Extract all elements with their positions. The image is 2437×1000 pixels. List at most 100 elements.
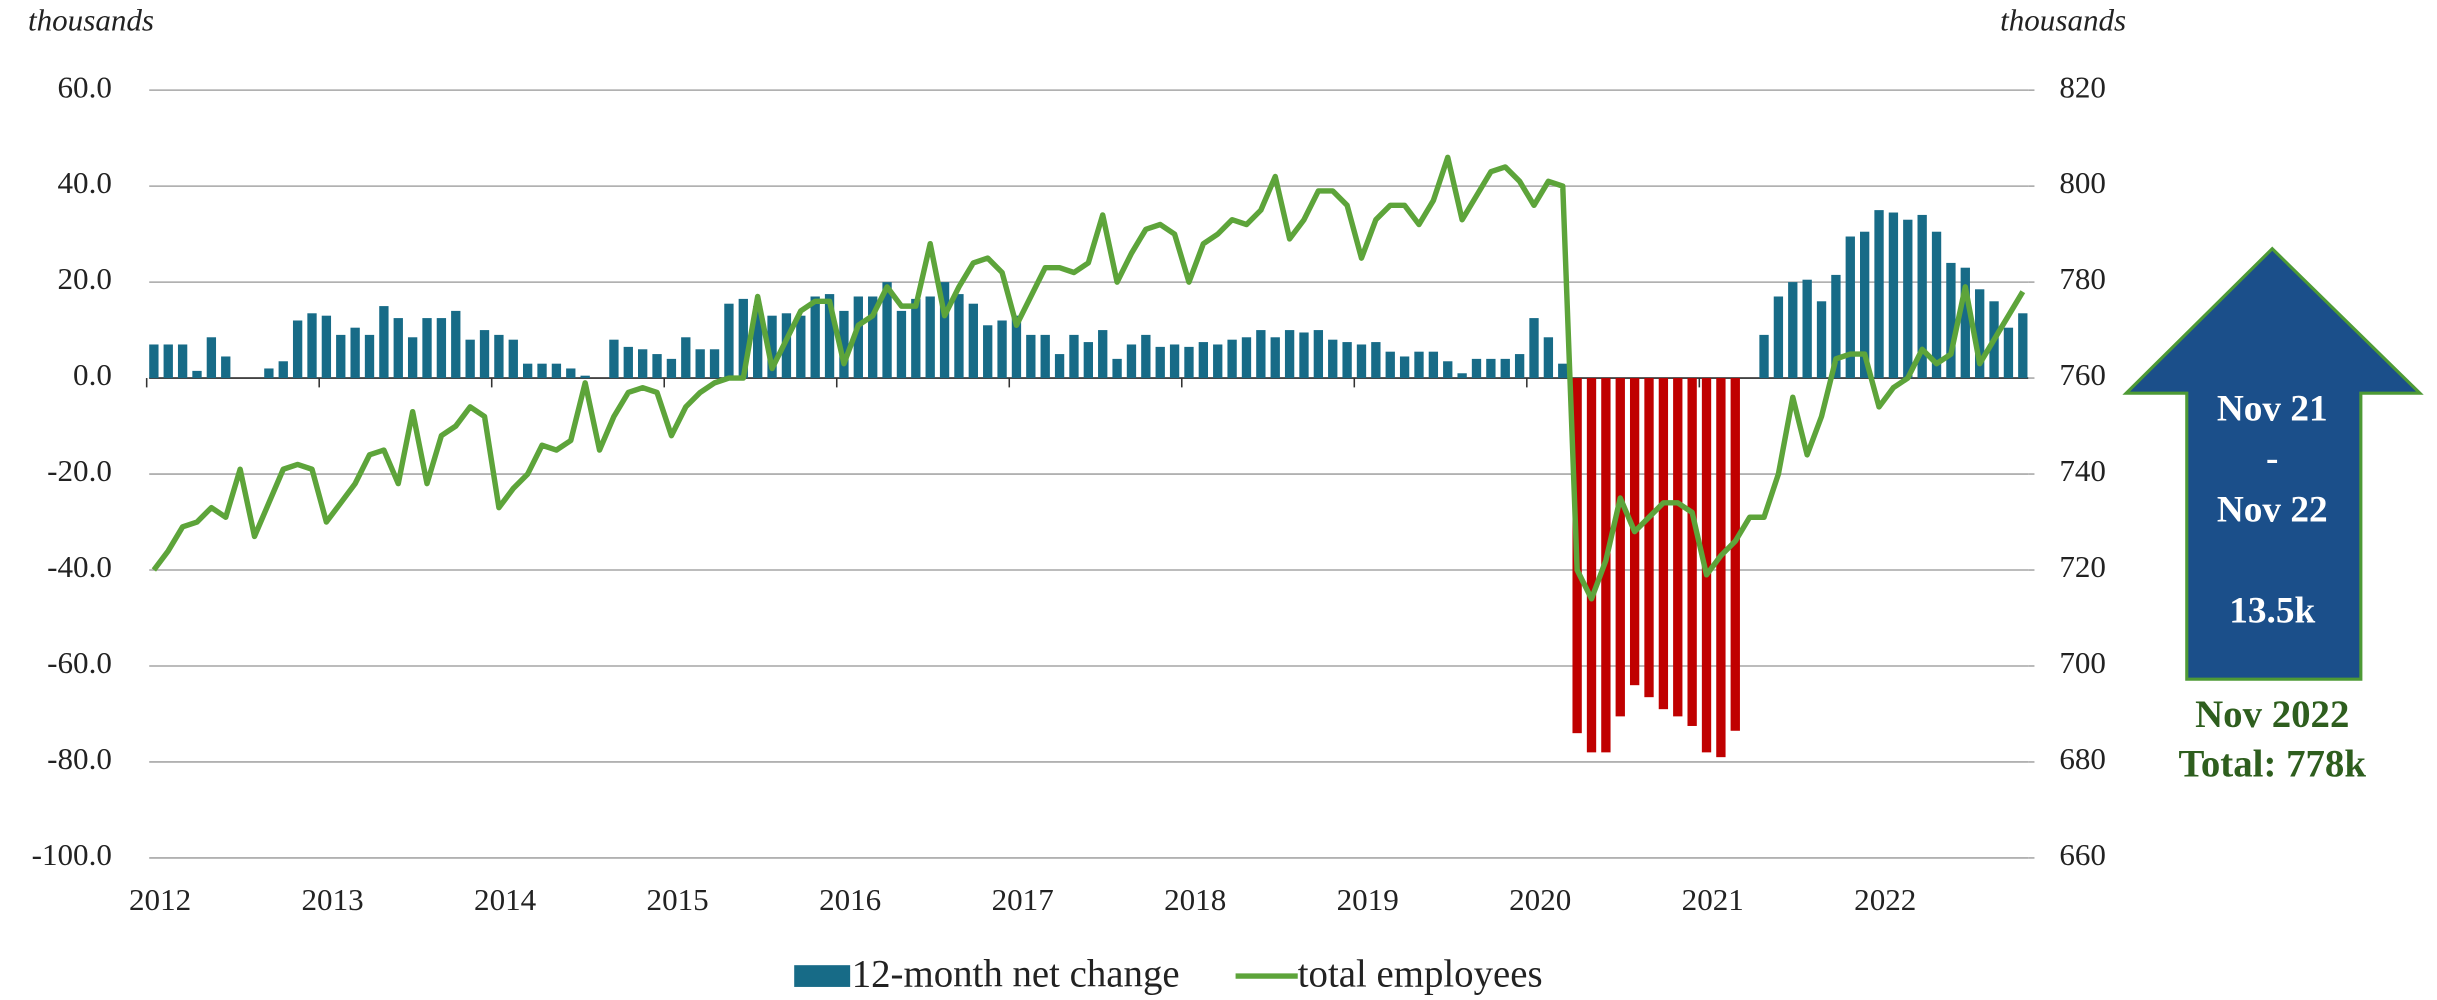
change-arrow xyxy=(2122,246,2424,681)
x-tick-label: 2016 xyxy=(819,882,881,917)
bar xyxy=(1040,334,1050,379)
arrow-text: - xyxy=(2266,438,2278,479)
x-tick-label: 2014 xyxy=(474,882,537,917)
y-axis-unit: thousands xyxy=(28,2,154,37)
x-tick-label: 2022 xyxy=(1854,882,1916,917)
bar xyxy=(580,375,590,379)
y2-axis-unit: thousands xyxy=(2000,2,2126,37)
bar xyxy=(1716,378,1726,758)
x-tick-label: 2019 xyxy=(1337,882,1399,917)
y2-tick-label: 720 xyxy=(2059,549,2106,584)
bar xyxy=(522,363,533,379)
bar xyxy=(652,354,662,379)
bar xyxy=(436,318,447,379)
bar xyxy=(206,337,217,379)
bar xyxy=(1874,210,1884,379)
bar xyxy=(839,310,849,379)
bar xyxy=(896,310,907,379)
arrow-text: Nov 21 xyxy=(2217,388,2328,429)
bar xyxy=(192,370,202,379)
bar xyxy=(1457,373,1467,379)
bar xyxy=(321,315,332,379)
y2-tick-label: 680 xyxy=(2059,741,2106,776)
bar xyxy=(968,303,978,379)
x-tick-label: 2015 xyxy=(647,882,709,917)
bar xyxy=(221,356,231,379)
x-tick-label: 2021 xyxy=(1682,882,1744,917)
bar xyxy=(451,310,461,379)
bar xyxy=(292,320,303,379)
bar xyxy=(1931,231,1942,379)
bar xyxy=(753,306,763,379)
bar xyxy=(1845,236,1855,379)
bar xyxy=(149,344,159,379)
y-tick-label: -100.0 xyxy=(32,837,112,872)
bar xyxy=(1054,354,1065,379)
y2-tick-label: 760 xyxy=(2059,357,2106,392)
arrow-text: Nov 22 xyxy=(2217,489,2328,530)
total-text: Total: 778k xyxy=(2179,743,2367,786)
line xyxy=(151,154,2026,602)
bar xyxy=(566,368,576,379)
bar xyxy=(954,294,964,379)
bar xyxy=(1615,378,1625,717)
y-tick-label: 0.0 xyxy=(73,357,112,392)
bar xyxy=(609,339,619,379)
bar xyxy=(1500,358,1510,379)
bar xyxy=(1802,279,1812,379)
bar xyxy=(551,363,562,379)
bar xyxy=(350,327,360,379)
bar xyxy=(925,296,935,379)
bar xyxy=(1241,337,1252,379)
y-tick-label: 60.0 xyxy=(58,69,112,104)
bar xyxy=(983,325,993,379)
bar xyxy=(1227,339,1237,379)
bar xyxy=(1342,342,1352,379)
legend-label: total employees xyxy=(1298,953,1543,996)
y-tick-label: 40.0 xyxy=(58,165,112,200)
x-tick-label: 2018 xyxy=(1164,882,1226,917)
bar xyxy=(767,315,777,379)
bar xyxy=(1083,342,1093,379)
bar xyxy=(1888,212,1899,379)
y2-tick-label: 740 xyxy=(2059,453,2106,488)
bar xyxy=(177,344,188,379)
bar xyxy=(1687,378,1697,726)
legend-label: 12-month net change xyxy=(852,953,1180,996)
y-tick-label: 20.0 xyxy=(58,261,112,296)
bar xyxy=(2003,327,2014,379)
bar xyxy=(1169,344,1180,379)
bar xyxy=(1903,219,1913,379)
y-tick-label: -80.0 xyxy=(47,741,112,776)
y2-tick-label: 820 xyxy=(2059,69,2106,104)
bar xyxy=(1443,361,1453,379)
bar xyxy=(163,344,173,379)
bar xyxy=(1788,282,1798,379)
bar xyxy=(681,337,691,379)
bar xyxy=(1198,342,1209,379)
bar xyxy=(1098,330,1108,379)
bar xyxy=(709,349,720,379)
bar xyxy=(738,298,748,379)
bar xyxy=(537,363,547,379)
bar xyxy=(379,306,389,379)
bar xyxy=(1816,301,1827,379)
x-tick-label: 2017 xyxy=(992,882,1054,917)
bar xyxy=(853,296,863,379)
bar xyxy=(1011,315,1022,379)
bar xyxy=(623,346,633,379)
bar xyxy=(882,282,892,379)
bar xyxy=(1356,344,1367,379)
y-tick-label: -40.0 xyxy=(47,549,112,584)
bar xyxy=(407,337,418,379)
y-tick-label: -20.0 xyxy=(47,453,112,488)
bar xyxy=(1960,267,1970,379)
bar xyxy=(1026,334,1036,379)
bar xyxy=(1328,339,1338,379)
bar xyxy=(638,349,648,379)
bar xyxy=(1514,354,1525,379)
bar xyxy=(1399,356,1410,379)
bar xyxy=(393,318,403,379)
bar xyxy=(1112,358,1122,379)
